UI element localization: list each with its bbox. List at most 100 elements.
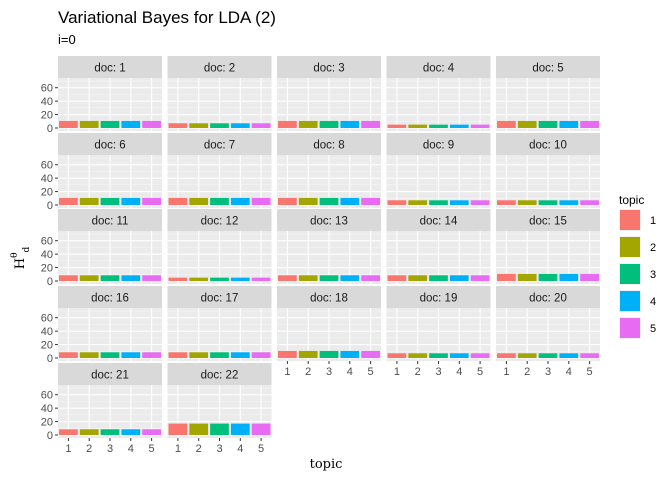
y-tick-label: 60 [41, 313, 53, 325]
bar [580, 353, 599, 358]
bar [142, 429, 161, 435]
facet-panel: doc: 3 [277, 56, 381, 131]
bar [251, 197, 271, 205]
bar [429, 275, 448, 281]
bar [251, 352, 271, 358]
facet-panel: doc: 2 [167, 56, 272, 131]
bar [278, 275, 297, 281]
facet-panel: doc: 19 1 2 3 4 5 [386, 286, 491, 378]
facet-panel: doc: 20 1 2 3 4 5 [496, 286, 600, 378]
bar [319, 275, 339, 281]
facet-strip-label: doc: 2 [204, 63, 235, 75]
bar [387, 200, 407, 205]
bar [230, 352, 250, 358]
y-tick-label: 40 [41, 96, 53, 108]
bar [361, 197, 380, 205]
x-tick-label: 4 [128, 443, 134, 455]
x-tick-label: 1 [65, 443, 71, 455]
y-axis-title-sup: θ [10, 253, 20, 258]
facet-strip [58, 56, 162, 78]
bar [387, 275, 407, 281]
y-tick-label: 60 [41, 236, 53, 248]
bar [497, 120, 516, 128]
x-tick-label: 5 [477, 366, 483, 378]
facet-strip-label: doc: 19 [420, 293, 458, 305]
bar [230, 123, 250, 128]
x-tick-label: 2 [524, 366, 530, 378]
facet-strip-label: doc: 14 [420, 216, 458, 228]
facet-strip [496, 133, 600, 155]
bar [497, 200, 516, 205]
bar [251, 423, 271, 435]
facet-panel: doc: 18 1 2 3 4 5 [277, 286, 381, 378]
y-axis-title-main: H [13, 258, 28, 269]
bar [298, 275, 318, 281]
facet-panel: doc: 15 [496, 209, 600, 284]
bar [580, 200, 599, 205]
bar [449, 275, 469, 281]
y-tick-label: 20 [41, 187, 53, 199]
bar [168, 123, 188, 128]
legend-key [620, 210, 640, 230]
x-tick-label: 5 [258, 443, 264, 455]
bar [559, 120, 579, 128]
x-tick-label: 4 [566, 366, 572, 378]
bar [210, 352, 229, 358]
bar [142, 197, 161, 205]
bar [189, 423, 209, 435]
bar [408, 275, 428, 281]
facet-panel: doc: 13 [277, 209, 381, 284]
bar [559, 200, 579, 205]
bar [429, 200, 448, 205]
bar [470, 353, 490, 358]
facet-strip-label: doc: 18 [310, 293, 348, 305]
facet-strip [496, 56, 600, 78]
facet-strip-label: doc: 4 [423, 63, 455, 75]
y-tick-label: 60 [41, 83, 53, 95]
x-tick-label: 2 [305, 366, 311, 378]
y-tick-label: 40 [41, 326, 53, 338]
y-tick-label: 20 [41, 263, 53, 275]
facet-strip [167, 56, 272, 78]
x-tick-label: 3 [216, 443, 222, 455]
bar [100, 275, 120, 281]
bar [408, 200, 428, 205]
bar [449, 353, 469, 358]
bar [298, 197, 318, 205]
legend-key [620, 318, 640, 338]
legend-key [620, 291, 640, 311]
facet-strip-label: doc: 7 [204, 140, 235, 152]
facet-strip [386, 133, 491, 155]
bar [497, 353, 516, 358]
bar [230, 423, 250, 435]
bar [230, 277, 250, 281]
bar [168, 197, 188, 205]
facet-panel: doc: 7 [167, 133, 272, 208]
facet-strip-label: doc: 1 [94, 63, 125, 75]
bar [79, 429, 99, 435]
legend-key [620, 264, 640, 284]
bar [189, 352, 209, 358]
x-axis-title: topic [310, 457, 343, 472]
bar [387, 353, 407, 358]
bar [361, 120, 380, 128]
bar [429, 353, 448, 358]
bar [340, 197, 360, 205]
bar [517, 120, 537, 128]
legend-label: 2 [650, 242, 656, 254]
y-tick-label: 60 [41, 390, 53, 402]
facet-strip [496, 209, 600, 231]
bar [189, 197, 209, 205]
bar [361, 275, 380, 281]
facet-strip-label: doc: 10 [529, 140, 567, 152]
bar [387, 124, 407, 128]
x-tick-label: 5 [587, 366, 593, 378]
bar [142, 120, 161, 128]
bar [517, 273, 537, 281]
facet-strip [167, 209, 272, 231]
bar [298, 120, 318, 128]
x-tick-label: 5 [368, 366, 374, 378]
bar [538, 120, 558, 128]
y-tick-label: 0 [47, 123, 53, 135]
